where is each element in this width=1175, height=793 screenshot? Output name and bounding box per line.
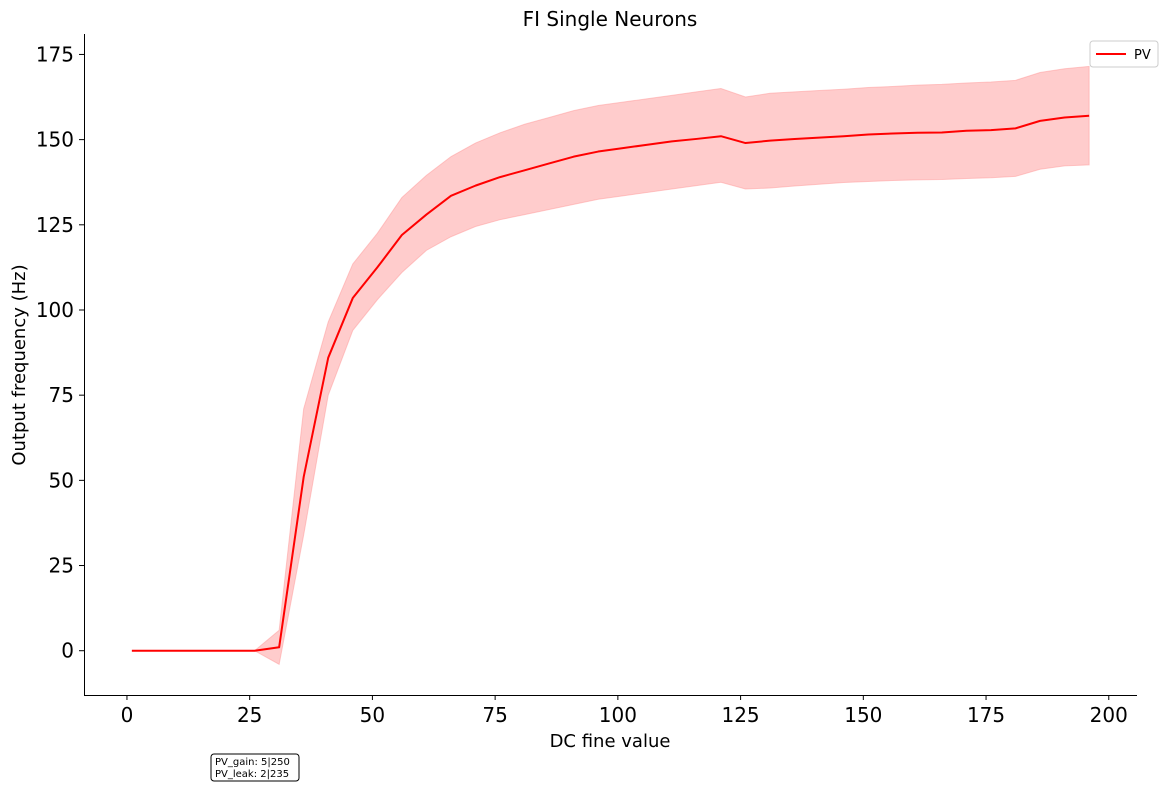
series-band-pv bbox=[131, 65, 1090, 666]
x-tick-label: 25 bbox=[237, 703, 262, 727]
annotation-frame bbox=[210, 753, 300, 782]
x-tick-label: 125 bbox=[721, 703, 759, 727]
legend-label-pv: PV bbox=[1134, 48, 1151, 63]
x-tick-label: 150 bbox=[844, 703, 882, 727]
annotation-box: PV_gain: 5|250 PV_leak: 2|235 bbox=[210, 753, 300, 782]
annotation-gain: PV_gain: 5|250 bbox=[215, 757, 290, 768]
x-tick-label: 175 bbox=[967, 703, 1005, 727]
y-tick-label: 125 bbox=[36, 213, 74, 237]
y-tick-label: 150 bbox=[36, 128, 74, 152]
x-tick-label: 75 bbox=[482, 703, 507, 727]
y-tick-label: 75 bbox=[49, 383, 74, 407]
y-tick-label: 175 bbox=[36, 42, 74, 66]
y-tick-label: 0 bbox=[61, 639, 74, 663]
x-tick-label: 0 bbox=[121, 703, 134, 727]
x-tick-label: 100 bbox=[599, 703, 637, 727]
x-axis-label: DC fine value bbox=[550, 731, 671, 752]
y-tick-label: 50 bbox=[49, 468, 74, 492]
chart-title: FI Single Neurons bbox=[523, 7, 698, 31]
series-line-pv bbox=[131, 114, 1090, 652]
x-tick-label: 200 bbox=[1090, 703, 1128, 727]
y-axis-label: Output frequency (Hz) bbox=[9, 264, 30, 465]
y-tick-label: 100 bbox=[36, 298, 74, 322]
legend: PV bbox=[1089, 40, 1159, 68]
annotation-leak: PV_leak: 2|235 bbox=[215, 769, 289, 780]
x-tick-label: 50 bbox=[360, 703, 385, 727]
y-tick-label: 25 bbox=[49, 554, 74, 578]
